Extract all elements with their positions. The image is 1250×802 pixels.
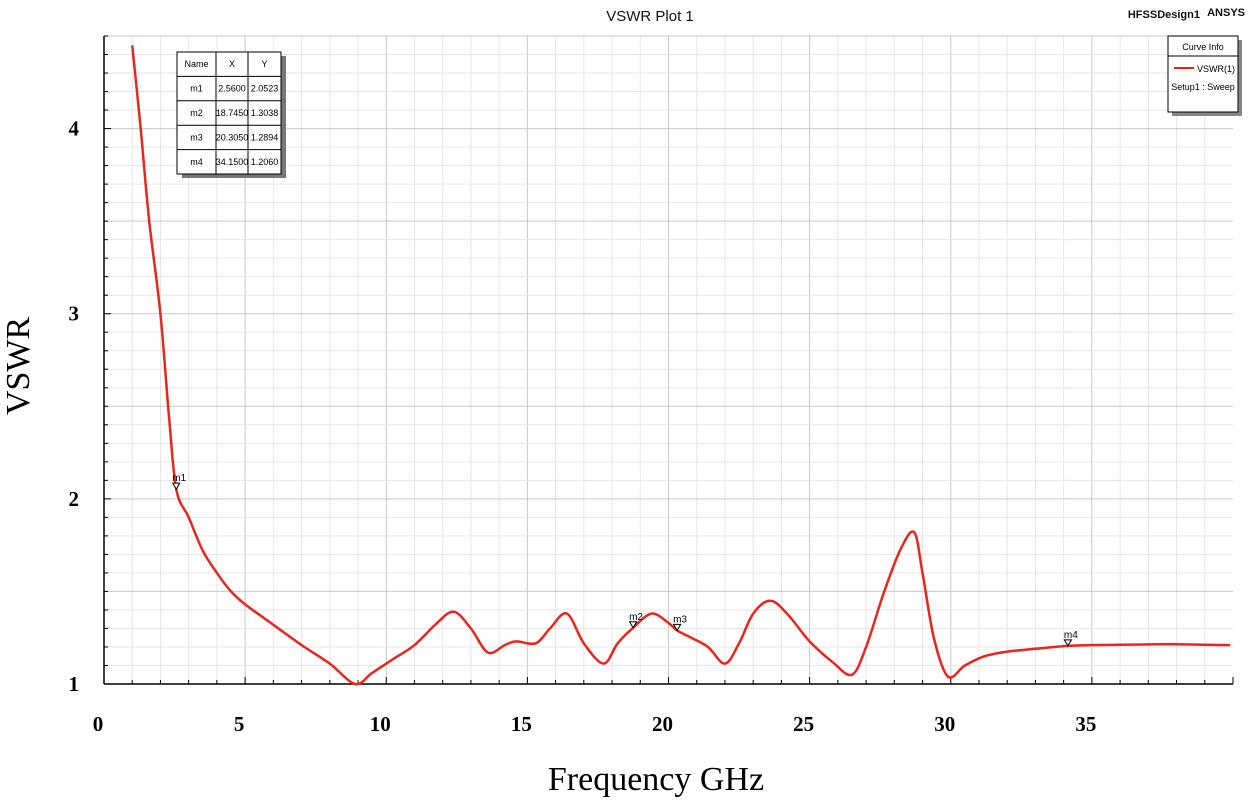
x-tick-label: 20	[652, 712, 673, 736]
x-tick-label: 10	[370, 712, 391, 736]
legend-series-label: VSWR(1)	[1197, 64, 1235, 74]
x-tick-label: 5	[234, 712, 245, 736]
y-tick-label: 1	[69, 672, 80, 696]
marker-table-cell: 1.2894	[251, 132, 279, 142]
axes	[103, 35, 1234, 685]
marker-table-cell: m1	[190, 84, 203, 94]
marker-m4-triangle	[1063, 639, 1073, 647]
legend[interactable]: Curve Info VSWR(1) Setup1 : Sweep	[1167, 35, 1242, 116]
marker-table-header-cell: X	[229, 59, 235, 69]
marker-m4-label: m4	[1064, 630, 1078, 641]
x-tick-label: 15	[511, 712, 532, 736]
marker-table-cell: 18.7450	[216, 108, 249, 118]
x-tick-labels: 0 5 10 15 20 25 30 35	[93, 712, 1097, 736]
marker-m1-triangle	[171, 482, 181, 491]
x-tick-label: 35	[1075, 712, 1096, 736]
marker-table-frame	[176, 51, 282, 175]
marker-table-cell: 1.3038	[251, 108, 279, 118]
marker-m2-triangle	[628, 621, 638, 629]
marker-table[interactable]: Name X Ym1 2.5600 2.0523 m2 18.7450 1.3038 m3 20.…	[176, 51, 286, 178]
x-tick-label: 0	[93, 712, 104, 736]
y-tick-label: 2	[69, 487, 80, 511]
marker-table-header-cell: Name	[184, 59, 208, 69]
marker-m2-label: m2	[629, 612, 643, 623]
legend-frame	[1167, 35, 1239, 113]
marker-table-cell: m2	[190, 108, 203, 118]
y-axis-label: VSWR	[0, 317, 37, 416]
marker-m1-label: m1	[172, 473, 186, 484]
marker-layer: m1 m2 m3 m4	[171, 473, 1078, 647]
marker-table-cell: 20.3050	[216, 132, 249, 142]
y-tick-label: 3	[69, 302, 80, 326]
legend-setup-label: Setup1 : Sweep	[1171, 82, 1235, 92]
marker-m3-triangle	[672, 623, 682, 632]
design-name: HFSSDesign1	[1128, 9, 1200, 21]
marker-m3-label: m3	[673, 614, 687, 625]
y-tick-label: 4	[69, 117, 80, 141]
marker-table-cell: 2.0523	[251, 84, 279, 94]
brand-label: ANSYS	[1207, 7, 1245, 19]
marker-table-cell: 2.5600	[218, 84, 246, 94]
x-tick-label: 25	[793, 712, 814, 736]
marker-table-cell: m4	[190, 157, 203, 167]
marker-table-cell: m3	[190, 132, 203, 142]
y-tick-labels: 1 2 3 4	[69, 117, 80, 696]
marker-table-cell: 1.2060	[251, 157, 279, 167]
x-tick-label: 30	[934, 712, 955, 736]
plot-title: VSWR Plot 1	[606, 8, 694, 25]
marker-table-grid	[177, 52, 281, 174]
marker-table-cell: 34.1500	[216, 157, 249, 167]
x-axis-label: Frequency GHz	[548, 761, 764, 798]
legend-title: Curve Info	[1182, 42, 1224, 52]
marker-table-header-cell: Y	[261, 59, 267, 69]
marker-table-cells: Name X Ym1 2.5600 2.0523 m2 18.7450 1.3038 m3 20.…	[184, 59, 278, 167]
